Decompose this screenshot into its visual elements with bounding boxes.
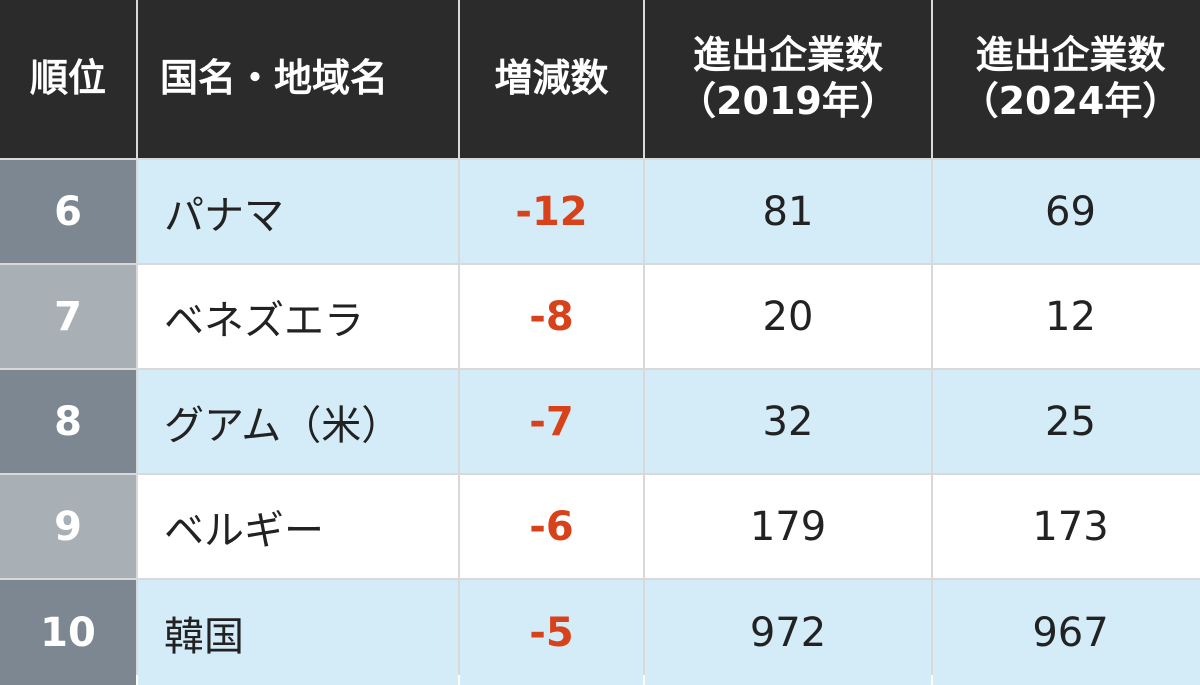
count-2019-cell: 81 bbox=[645, 160, 931, 263]
change-cell: -8 bbox=[460, 265, 643, 368]
header-count-2024: 進出企業数 （2024年） bbox=[933, 0, 1200, 158]
country-cell: ベルギー bbox=[138, 475, 458, 578]
count-2024-cell: 25 bbox=[933, 370, 1200, 473]
header-count-2019: 進出企業数 （2019年） bbox=[645, 0, 931, 158]
count-2019-cell: 32 bbox=[645, 370, 931, 473]
header-country: 国名・地域名 bbox=[138, 0, 458, 158]
header-count-2024-line1: 進出企業数 bbox=[975, 33, 1166, 78]
change-cell: -7 bbox=[460, 370, 643, 473]
rank-cell: 8 bbox=[0, 370, 136, 473]
rank-cell: 9 bbox=[0, 475, 136, 578]
count-2019-cell: 972 bbox=[645, 580, 931, 685]
country-cell: ベネズエラ bbox=[138, 265, 458, 368]
header-count-2019-line2: （2019年） bbox=[678, 79, 898, 123]
count-2019-cell: 179 bbox=[645, 475, 931, 578]
count-2019-cell: 20 bbox=[645, 265, 931, 368]
rank-cell: 10 bbox=[0, 580, 136, 685]
country-cell: グアム（米） bbox=[138, 370, 458, 473]
header-rank: 順位 bbox=[0, 0, 136, 158]
rank-cell: 7 bbox=[0, 265, 136, 368]
count-2024-cell: 173 bbox=[933, 475, 1200, 578]
rank-cell: 6 bbox=[0, 160, 136, 263]
change-cell: -6 bbox=[460, 475, 643, 578]
country-cell: パナマ bbox=[138, 160, 458, 263]
count-2024-cell: 69 bbox=[933, 160, 1200, 263]
header-change: 増減数 bbox=[460, 0, 643, 158]
count-2024-cell: 12 bbox=[933, 265, 1200, 368]
count-2024-cell: 967 bbox=[933, 580, 1200, 685]
change-cell: -5 bbox=[460, 580, 643, 685]
country-cell: 韓国 bbox=[138, 580, 458, 685]
change-cell: -12 bbox=[460, 160, 643, 263]
header-count-2024-line2: （2024年） bbox=[960, 79, 1181, 123]
header-count-2019-line1: 進出企業数 bbox=[692, 33, 883, 78]
